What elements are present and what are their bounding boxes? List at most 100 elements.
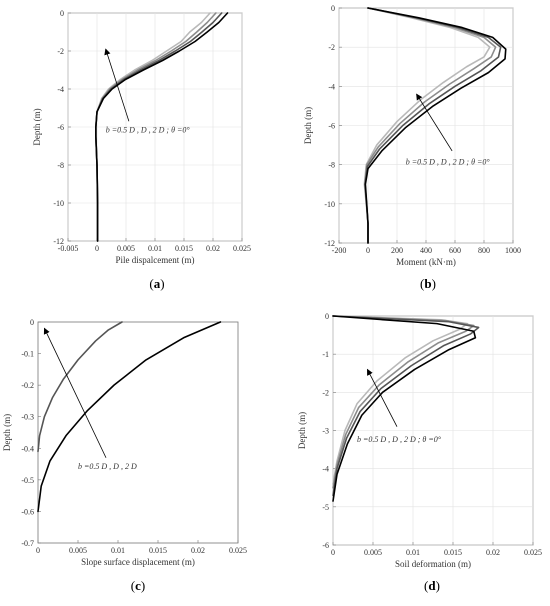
series-line-2 (37, 321, 222, 513)
x-axis-label: Soil deformation (m) (395, 559, 471, 569)
y-tick-label: -4 (57, 85, 64, 94)
x-tick-label: 0 (95, 244, 99, 253)
y-tick-label: -0.1 (21, 350, 34, 359)
panel-label-close: ) (436, 578, 440, 593)
x-tick-label: 0.02 (486, 548, 500, 557)
y-tick-label: -1 (322, 350, 329, 359)
panel-label-open: ( (149, 276, 153, 291)
panel-label-letter: a (154, 276, 161, 291)
annotation-arrow (367, 368, 398, 427)
annotation-text: b =0.5 D , D , 2 D ; θ =0° (106, 126, 191, 135)
y-tick-label: -2 (322, 388, 329, 397)
panel-label-open: ( (420, 276, 424, 291)
y-tick-label: -3 (322, 427, 329, 436)
x-tick-label: 0 (36, 546, 40, 555)
x-tick-label: 1000 (505, 246, 521, 255)
y-tick-label: -10 (324, 200, 335, 209)
annotation-text: b =0.5 D , D , 2 D ; θ =0° (357, 435, 442, 444)
x-tick-label: 0 (331, 548, 335, 557)
panel-b: -200 0 200 400 600 800 1000 0 -2 -4 -6 -8 -10 -12 Mome… (303, 4, 521, 291)
panel-label-open: ( (424, 578, 428, 593)
x-tick-label: 0.025 (233, 244, 251, 253)
panel-label: (b) (420, 276, 436, 291)
x-tick-label: 0.01 (111, 546, 125, 555)
x-axis-label: Pile dispalcement (m) (116, 255, 195, 265)
y-axis-label: Depth (m) (297, 412, 307, 449)
panel-label-close: ) (141, 578, 145, 593)
x-axis-label: Slope surface displacement (m) (81, 557, 195, 567)
panel-label-letter: c (135, 578, 141, 593)
y-tick-label: -12 (324, 239, 335, 248)
y-tick-label: -8 (57, 161, 64, 170)
panel-label: (c) (131, 578, 145, 593)
series-line-4 (95, 12, 229, 242)
y-tick-label: -0.3 (21, 413, 34, 422)
x-tick-label: 600 (449, 246, 461, 255)
x-tick-label: 0.01 (406, 548, 420, 557)
annotation-arrow (104, 48, 130, 122)
x-tick-label: 0.015 (149, 546, 167, 555)
y-tick-label: -0.4 (21, 444, 34, 453)
series-line-3 (332, 315, 480, 497)
x-tick-label: 0.015 (444, 548, 462, 557)
panel-label-close: ) (432, 276, 436, 291)
y-tick-label: -6 (57, 123, 64, 132)
x-tick-label: 0.01 (148, 244, 162, 253)
series-line-4 (364, 7, 507, 244)
annotation-text: b =0.5 D , D , 2 D (78, 462, 137, 471)
y-tick-label: -12 (53, 237, 64, 246)
x-tick-label: 0.02 (191, 546, 205, 555)
y-tick-label: -6 (322, 541, 329, 550)
panel-label-letter: d (428, 578, 436, 593)
x-tick-label: 800 (478, 246, 490, 255)
x-tick-label: 0.015 (175, 244, 193, 253)
y-tick-label: -0.2 (21, 381, 34, 390)
x-tick-label: 0.005 (364, 548, 382, 557)
plot-frame (37, 321, 239, 544)
y-axis-label: Depth (m) (32, 108, 42, 145)
y-axis-label: Depth (m) (2, 414, 12, 451)
x-tick-label: 0.005 (117, 244, 135, 253)
y-tick-label: -0.6 (21, 507, 34, 516)
annotation-arrow (416, 93, 453, 152)
x-tick-label: 0.02 (206, 244, 220, 253)
y-tick-label: -4 (328, 82, 335, 91)
panel-label: (a) (149, 276, 164, 291)
y-tick-label: 0 (325, 312, 329, 321)
y-axis-label: Depth (m) (303, 107, 313, 144)
y-tick-label: -0.7 (21, 539, 34, 548)
annotation-text: b =0.5 D , D , 2 D ; θ =0° (406, 158, 491, 167)
annotation-arrow (43, 327, 107, 458)
y-tick-label: -10 (53, 199, 64, 208)
x-tick-label: 0 (366, 246, 370, 255)
x-tick-label: 400 (420, 246, 432, 255)
panel-d: 0 0.005 0.01 0.015 0.02 0.025 0 -1 -2 -3 -4 -5 -6 Soi… (297, 312, 542, 593)
y-tick-label: -5 (322, 503, 329, 512)
y-tick-label: -2 (328, 43, 335, 52)
panel-label-open: ( (131, 578, 135, 593)
y-tick-label: -2 (57, 47, 64, 56)
x-tick-label: 0.005 (69, 546, 87, 555)
x-tick-label: 0.025 (229, 546, 247, 555)
x-tick-label: 0.025 (524, 548, 542, 557)
panel-label: (d) (424, 578, 440, 593)
y-tick-label: 0 (60, 9, 64, 18)
x-tick-label: 200 (391, 246, 403, 255)
y-tick-label: 0 (331, 4, 335, 13)
y-tick-label: -0.5 (21, 476, 34, 485)
x-tick-label: -0.005 (58, 244, 79, 253)
x-tick-label: -200 (332, 246, 347, 255)
y-tick-label: 0 (30, 318, 34, 327)
x-axis-label: Moment (kN·m) (396, 257, 456, 267)
panel-c: 0 0.005 0.01 0.015 0.02 0.025 0 -0.1 -0.2 -0.3 -0.… (2, 318, 247, 593)
panel-a: -0.005 0 0.005 0.01 0.015 0.02 0.025 0 -2 -4 -6 -8 -… (32, 9, 251, 291)
series-line-4 (332, 315, 477, 502)
series-line-1 (37, 321, 123, 453)
y-tick-label: -6 (328, 122, 335, 131)
panel-label-letter: b (424, 276, 431, 291)
y-tick-label: -8 (328, 161, 335, 170)
y-tick-label: -4 (322, 465, 329, 474)
panel-label-close: ) (160, 276, 164, 291)
